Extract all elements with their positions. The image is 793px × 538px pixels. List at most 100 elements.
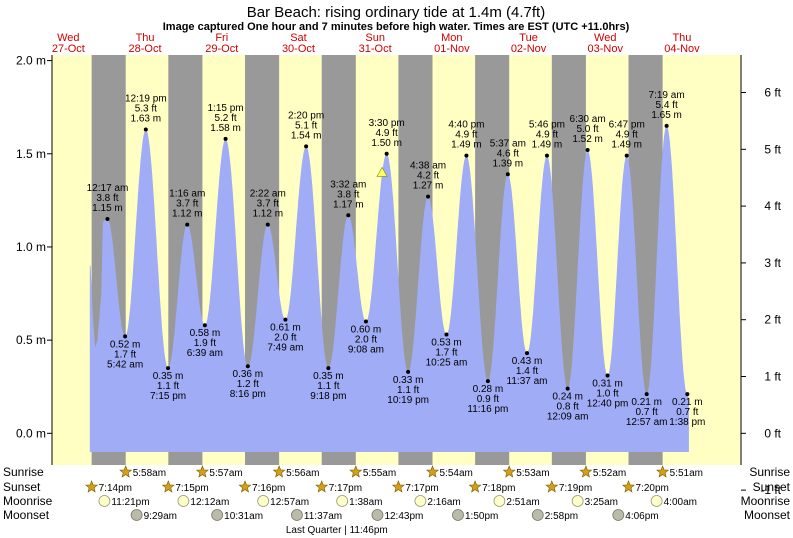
- sunrise-icon: [502, 465, 516, 478]
- sunset-time: 7:17pm: [405, 483, 438, 494]
- low-tide-label: 0.58 m: [190, 328, 221, 339]
- sunrise-time: 5:57am: [209, 468, 242, 479]
- right-tick-label: -1 ft: [760, 483, 781, 497]
- sunset-row-label-right: Sunset: [753, 480, 791, 494]
- left-tick-label: 1.0 m: [16, 240, 46, 254]
- sunset-time: 7:16pm: [252, 483, 285, 494]
- sunrise-icon: [195, 465, 209, 478]
- low-tide-label: 1.1 ft: [157, 381, 179, 392]
- high-tide-label: 3:30 pm: [369, 118, 405, 129]
- sunrise-icon: [272, 465, 286, 478]
- moonset-time: 1:50pm: [465, 511, 498, 522]
- high-tide-label: 1.49 m: [611, 140, 642, 151]
- sunrise-icon: [119, 465, 133, 478]
- low-tide-label: 1.1 ft: [317, 381, 339, 392]
- axes: 2.0 m 1.5 m 1.0 m 0.5 m 0.0 m 6 ft 5 ft 4 ft 3 f…: [16, 54, 782, 498]
- low-tide-label: 8:16 pm: [230, 389, 266, 400]
- high-tide-label: 1.49 m: [451, 140, 482, 151]
- tide-point: [363, 319, 368, 324]
- sunset-icon: [622, 480, 635, 493]
- high-tide-label: 5.2 ft: [214, 113, 236, 124]
- high-tide-label: 1.39 m: [493, 158, 524, 169]
- low-tide-label: 6:39 am: [187, 348, 223, 359]
- tide-point: [525, 351, 530, 356]
- tide-point: [406, 369, 411, 374]
- high-tide-label: 3.8 ft: [96, 193, 118, 204]
- low-tide-label: 0.9 ft: [477, 394, 499, 405]
- sunset-time: 7:14pm: [99, 483, 132, 494]
- high-tide-label: 3:32 am: [330, 179, 366, 190]
- tide-point: [585, 148, 590, 153]
- sunset-time: 7:18pm: [482, 483, 515, 494]
- low-tide-label: 1:38 pm: [669, 417, 705, 428]
- left-tick-label: 1.5 m: [16, 147, 46, 161]
- low-tide-label: 5:42 am: [107, 359, 143, 370]
- tide-point: [426, 194, 431, 199]
- tide-point: [326, 366, 331, 371]
- tide-point: [505, 172, 510, 177]
- high-tide-label: 7:19 am: [649, 90, 685, 101]
- tide-point: [123, 334, 128, 339]
- low-tide-label: 2.0 ft: [355, 335, 377, 346]
- low-tide-label: 0.7 ft: [636, 407, 658, 418]
- low-tide-label: 12:09 am: [547, 412, 589, 423]
- day-name: Sat: [290, 32, 307, 44]
- tide-point: [105, 217, 110, 221]
- sunrise-time: 5:58am: [133, 468, 166, 479]
- moonset-row-label: Moonset: [3, 508, 50, 522]
- moonrise-icon: [98, 495, 111, 507]
- high-tide-label: 4.2 ft: [417, 171, 439, 182]
- high-tide-label: 5.0 ft: [576, 124, 598, 135]
- low-tide-label: 0.35 m: [153, 371, 184, 382]
- day-name: Fri: [215, 32, 228, 44]
- moonrise-row-label: Moonrise: [3, 494, 53, 508]
- high-tide-label: 1.50 m: [371, 138, 402, 149]
- moonset-icon: [211, 509, 224, 521]
- moonset-time: 12:43pm: [384, 511, 423, 522]
- right-tick-label: 5 ft: [764, 142, 781, 156]
- sunset-time: 7:20pm: [636, 483, 669, 494]
- day-name: Wed: [594, 32, 616, 44]
- sunset-icon: [391, 480, 405, 493]
- day-name: Wed: [57, 32, 79, 44]
- low-tide-label: 0.28 m: [473, 384, 504, 395]
- low-tide-label: 1.7 ft: [114, 349, 136, 360]
- moonset-icon: [612, 509, 625, 521]
- low-tide-label: 0.8 ft: [557, 402, 579, 413]
- sunrise-icon: [426, 465, 439, 478]
- sunrise-time: 5:54am: [440, 468, 473, 479]
- low-tide-label: 1.0 ft: [596, 389, 618, 400]
- high-tide-label: 1.63 m: [131, 114, 162, 125]
- high-tide-label: 1.65 m: [651, 110, 682, 121]
- right-tick-label: 6 ft: [764, 85, 781, 99]
- tide-point: [304, 144, 309, 149]
- tide-curve: [89, 125, 689, 453]
- day-labels: Wed27-OctThu28-OctFri29-OctSat30-OctSun3…: [52, 32, 700, 55]
- sunset-icon: [468, 480, 482, 493]
- high-tide-label: 5:37 am: [490, 138, 526, 149]
- sunset-icon: [161, 480, 175, 493]
- moonrise-icon: [257, 495, 270, 507]
- moonrise-time: 3:25am: [585, 497, 618, 508]
- sunset-icon: [85, 480, 99, 493]
- moonset-time: 11:37am: [304, 511, 342, 522]
- sunrise-time: 5:56am: [286, 468, 319, 479]
- moonset-icon: [291, 509, 303, 521]
- high-tide-label: 1.52 m: [572, 134, 603, 145]
- high-tide-label: 1.17 m: [333, 199, 364, 210]
- moonrise-time: 4:00am: [664, 497, 697, 508]
- low-tide-label: 11:37 am: [507, 376, 548, 387]
- day-date: 02-Nov: [511, 43, 547, 55]
- day-date: 27-Oct: [52, 43, 85, 55]
- moonrise-time: 12:57am: [270, 497, 309, 508]
- low-tide-label: 0.60 m: [351, 325, 382, 336]
- sunrise-time: 5:52am: [593, 468, 626, 479]
- low-tide-label: 0.53 m: [431, 338, 462, 349]
- high-tide-label: 1:16 am: [169, 189, 205, 200]
- low-tide-label: 7:15 pm: [150, 391, 186, 402]
- high-tide-label: 5:46 pm: [529, 120, 565, 131]
- high-tide-label: 6:30 am: [570, 114, 606, 125]
- moonrise-time: 2:51am: [506, 497, 539, 508]
- day-date: 30-Oct: [282, 43, 315, 55]
